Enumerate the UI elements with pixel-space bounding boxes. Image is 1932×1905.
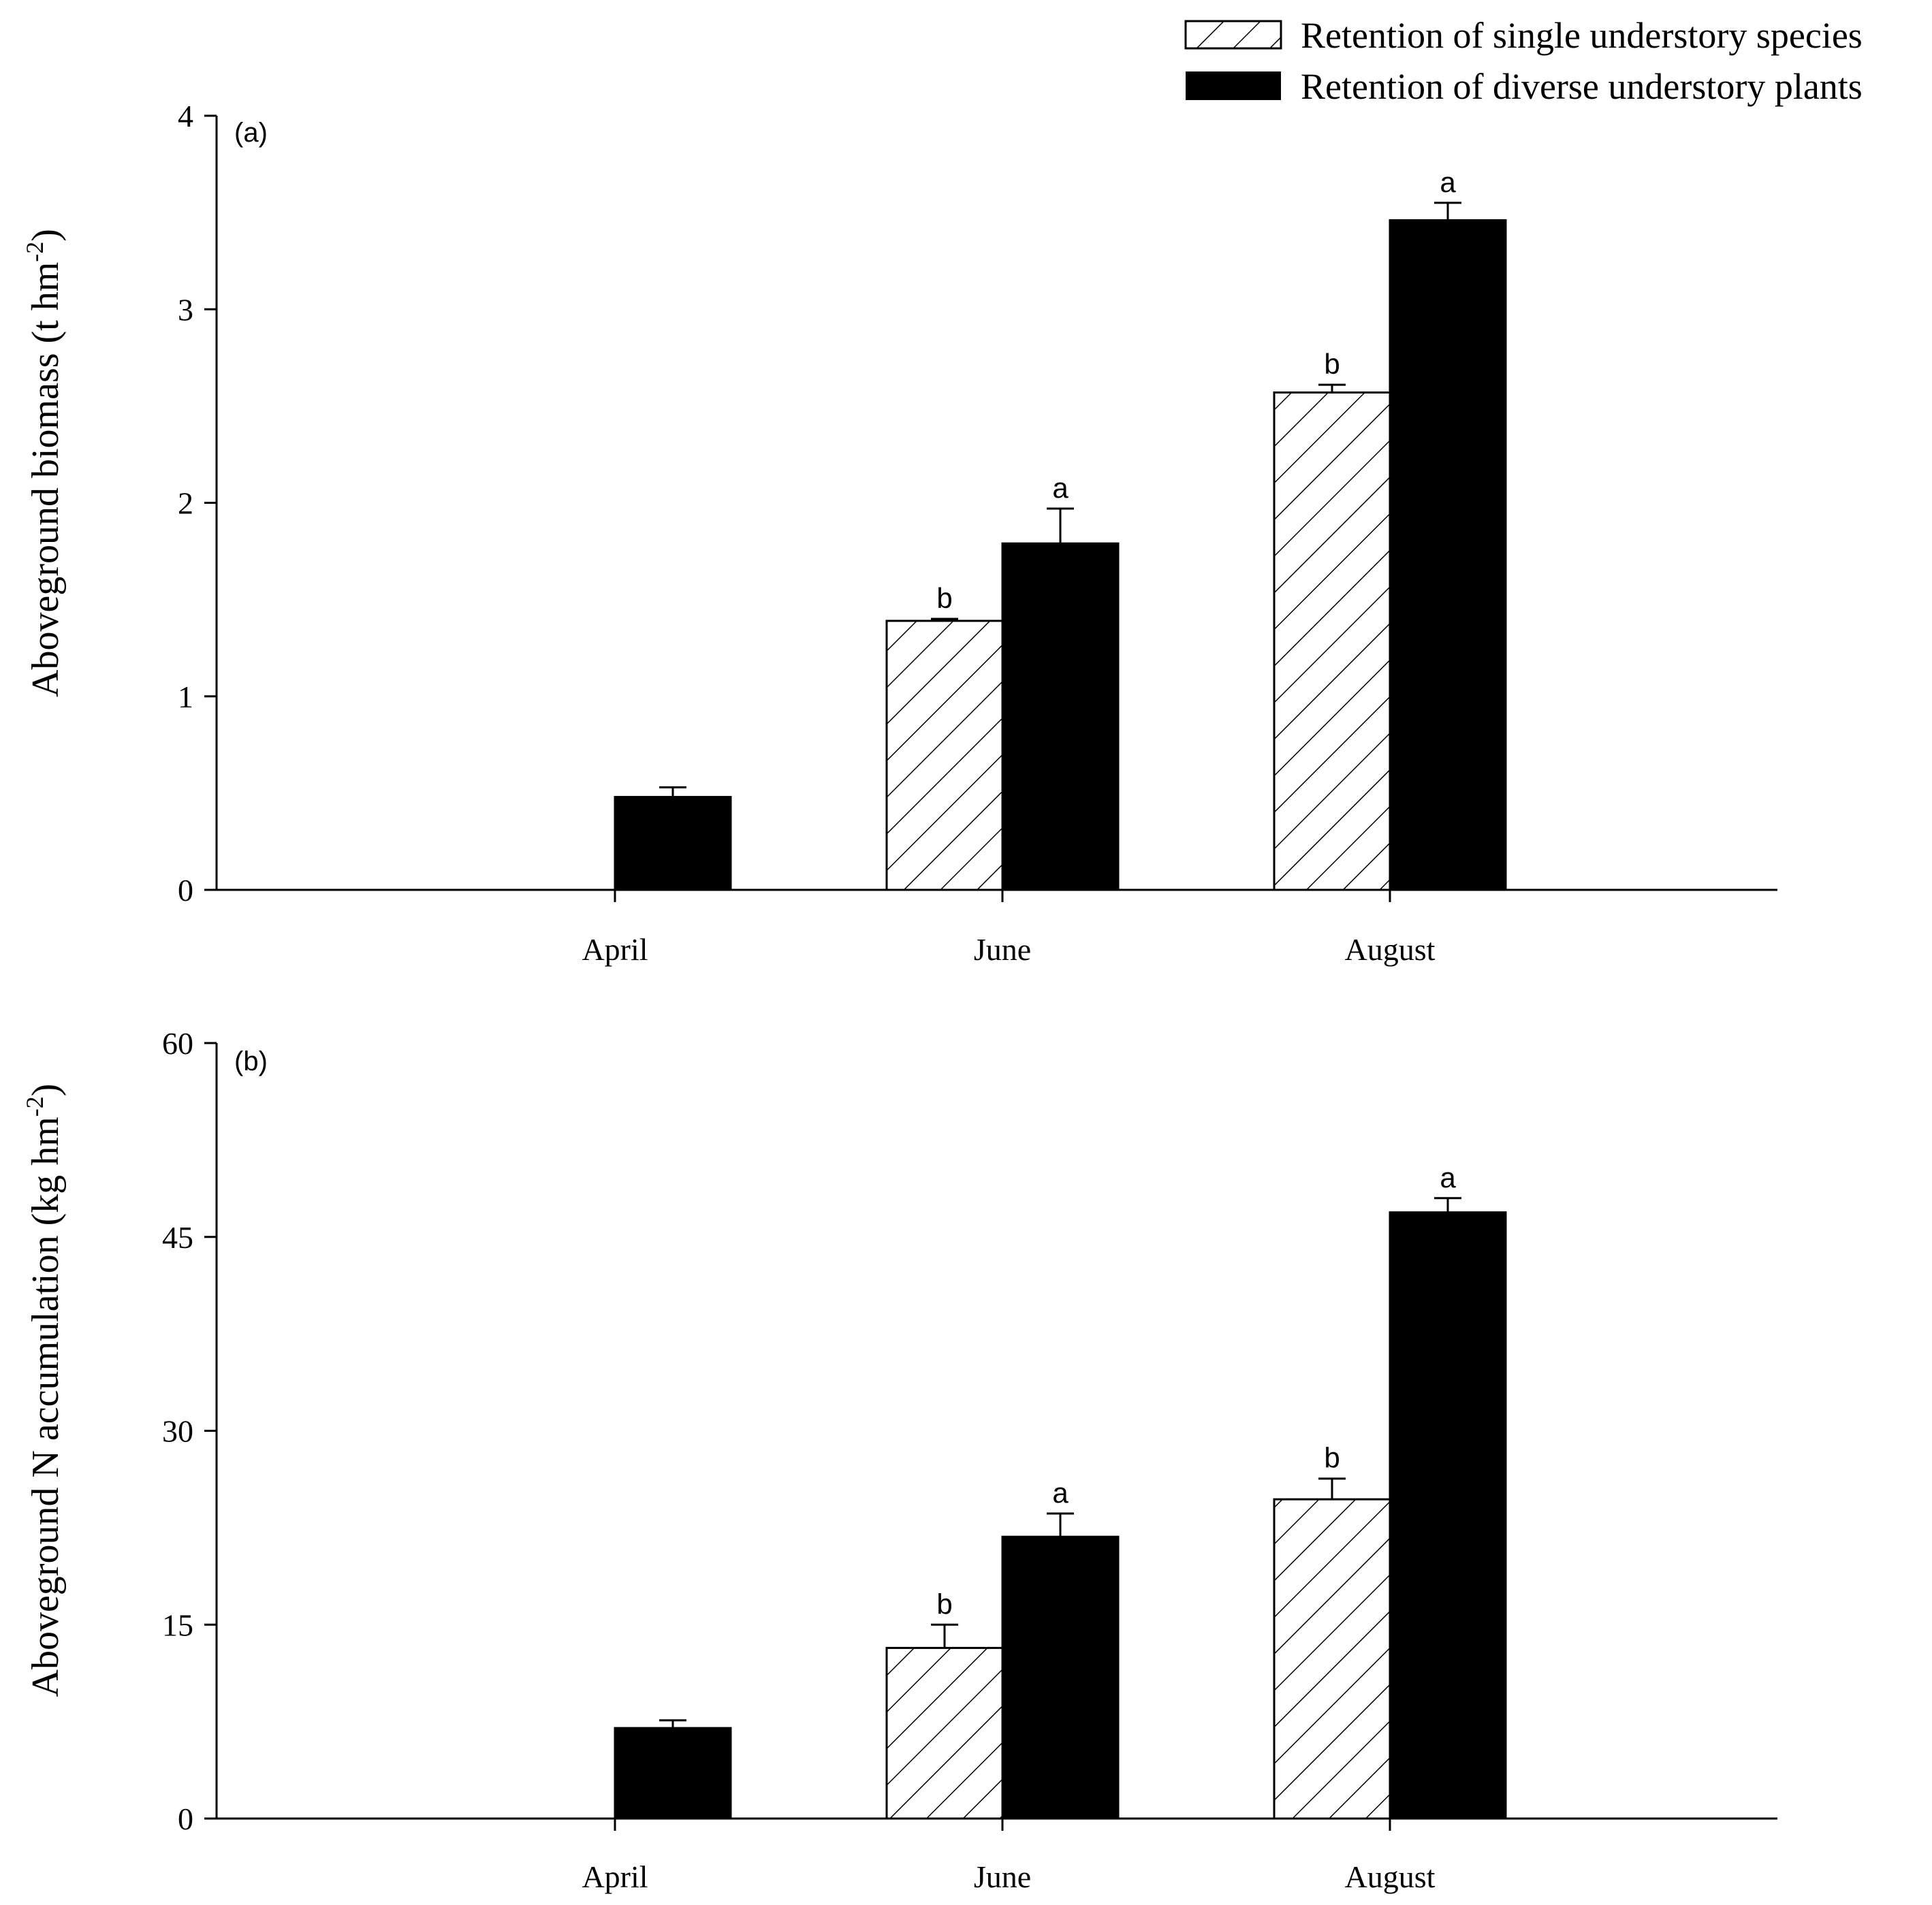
panel-a-bar [885,620,1004,891]
panel-b-bar [1273,1498,1391,1820]
panel-b-y-tick-label: 30 [162,1414,193,1449]
legend-swatch-solid [1186,71,1281,100]
legend-swatch-hatched [1184,20,1282,50]
panel-a-label: (a) [234,118,268,148]
legend: Retention of single understory species R… [1184,15,1863,107]
panel-a-y-axis-title: Aboveground biomass (t hm-2) [21,229,67,697]
panel-a-significance-label: a [1052,472,1068,504]
panel-a-x-tick-label: August [1345,932,1436,967]
panel-b-y-tick-label: 60 [162,1026,193,1061]
panel-a-significance-label: b [1324,348,1340,380]
panel-b-bar [1001,1535,1120,1820]
panel-a-significance-label: b [936,582,952,614]
panel-a-y-axis-title-close: ) [25,229,67,242]
chart-panel-a: (a) Aboveground biomass (t hm-2) 0 1 2 3 4 Ap… [21,99,1777,967]
panel-b-y-axis-title-close: ) [25,1084,67,1097]
panel-a-y-tick-label: 0 [178,873,193,908]
panel-b-y-tick-label: 15 [162,1607,193,1642]
panel-a-y-tick-label: 1 [178,679,193,714]
panel-b-y-axis-title-main: Aboveground N accumulation (kg hm [25,1117,67,1697]
panel-a-y-tick-label: 2 [178,486,193,521]
panel-b-bar [885,1646,1004,1820]
panel-a-x-tick-label: June [974,932,1031,967]
panel-a-bar [1001,542,1120,891]
panel-b-y-tick-label: 45 [162,1220,193,1255]
panel-b-y-axis-title: Aboveground N accumulation (kg hm-2) [21,1084,67,1697]
panel-a-bar [614,796,732,891]
panel-a-x-tick-label: April [582,932,648,967]
panel-b-marks: 0 15 30 45 60 April June August b b a a [162,1026,1777,1894]
legend-label-diverse: Retention of diverse understory plants [1301,66,1863,107]
panel-b-significance-label: a [1440,1162,1456,1194]
panel-b-y-axis-title-sup: -2 [21,1096,48,1117]
panel-b-significance-label: a [1052,1477,1068,1509]
panel-b-label: (b) [234,1046,268,1076]
panel-a-marks: 0 1 2 3 4 April June August b b a a [178,99,1777,967]
panel-a-y-tick-label: 4 [178,99,193,133]
panel-b-bar [614,1727,732,1820]
panel-b-y-tick-label: 0 [178,1802,193,1836]
panel-b-x-tick-label: August [1345,1859,1436,1894]
panel-b-bar [1389,1211,1507,1820]
panel-a-bar [1389,219,1507,891]
panel-a-significance-label: a [1440,166,1456,198]
panel-b-x-tick-label: June [974,1859,1031,1894]
chart-panel-b: (b) Aboveground N accumulation (kg hm-2)… [21,1026,1777,1894]
panel-a-y-axis-title-main: Aboveground biomass (t hm [25,262,67,697]
panel-b-x-tick-label: April [582,1859,648,1894]
panel-a-y-axis-title-sup: -2 [21,242,48,262]
panel-a-y-tick-label: 3 [178,292,193,327]
panel-a-bar [1273,391,1391,891]
panel-b-significance-label: b [1324,1442,1340,1474]
panel-b-significance-label: b [936,1588,952,1620]
legend-label-single: Retention of single understory species [1301,15,1863,56]
